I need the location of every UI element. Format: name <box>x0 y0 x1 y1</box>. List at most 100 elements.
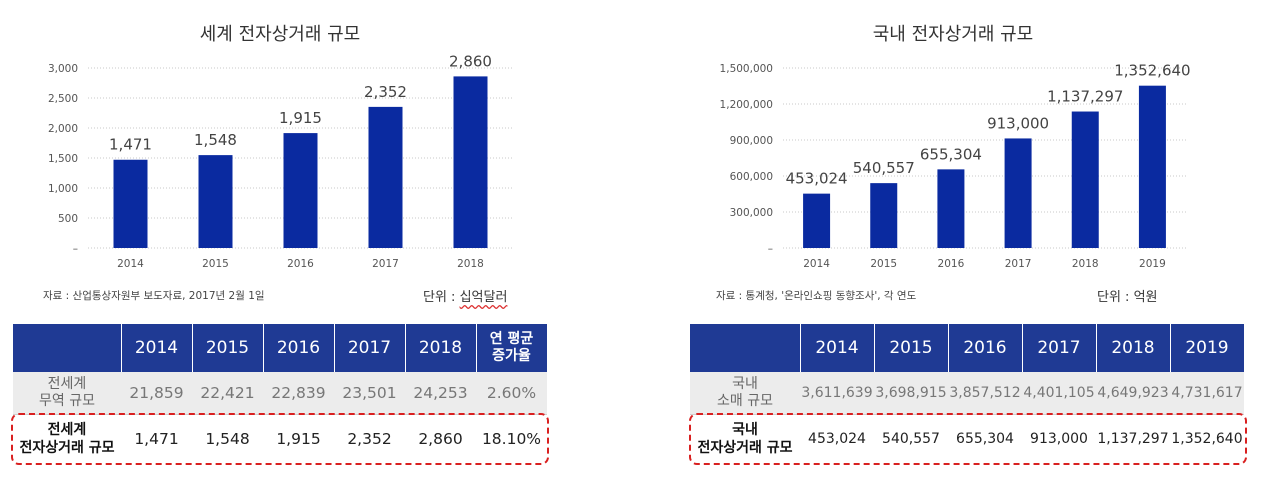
y-tick-label: 1,200,000 <box>720 99 773 111</box>
x-tick-label: 2014 <box>117 258 144 270</box>
table-cell: 3,698,915 <box>874 372 948 415</box>
table-cell: 2,352 <box>334 414 405 463</box>
domestic-ecommerce-chart: 국내 전자상거래 규모 – 300,000 600,000 900,000 1,200,0… <box>720 24 1191 270</box>
world-data-table: 2014 2015 2016 2017 2018 연 평균 증가율 전세계 무역… <box>13 324 548 463</box>
world-unit-label: 단위 : 십억달러 <box>423 286 507 305</box>
table-cell: 1,352,640 <box>1170 414 1244 463</box>
domestic-highlight-box <box>689 413 1247 465</box>
domestic-table-header-row: 2014 2015 2016 2017 2018 2019 <box>690 324 1245 372</box>
x-tick-label: 2018 <box>1072 258 1099 270</box>
world-table-header-row: 2014 2015 2016 2017 2018 연 평균 증가율 <box>13 324 548 372</box>
domestic-data-table: 2014 2015 2016 2017 2018 2019 국내 소매 규모 3… <box>690 324 1245 463</box>
data-label: 1,915 <box>279 109 322 127</box>
world-trade-row: 전세계 무역 규모 21,859 22,421 22,839 23,501 24… <box>13 372 547 415</box>
table-cell: 21,859 <box>121 372 192 415</box>
table-cell: 3,857,512 <box>948 372 1022 415</box>
table-cell: 913,000 <box>1022 414 1096 463</box>
table-cell: 1,548 <box>192 414 263 463</box>
world-header-blank <box>13 324 122 372</box>
world-ecommerce-row: 전세계 전자상거래 규모 1,471 1,548 1,915 2,352 2,8… <box>13 414 547 463</box>
domestic-unit-prefix: 단위 : <box>1097 290 1134 305</box>
table-cell: 540,557 <box>874 414 948 463</box>
bar <box>113 159 148 248</box>
table-cell: 22,421 <box>192 372 263 415</box>
x-tick-label: 2019 <box>1139 258 1166 270</box>
domestic-header-year: 2014 <box>799 324 875 372</box>
chart-title: 국내 전자상거래 규모 <box>873 24 1033 45</box>
world-ecommerce-label: 전세계 전자상거래 규모 <box>13 414 121 463</box>
table-cell: 1,471 <box>121 414 192 463</box>
bar <box>198 155 233 248</box>
data-label: 655,304 <box>920 145 982 163</box>
world-header-year: 2016 <box>262 324 335 372</box>
table-cell: 23,501 <box>334 372 405 415</box>
domestic-unit-value: 억원 <box>1133 290 1158 305</box>
domestic-header-blank <box>690 324 801 372</box>
y-tick-label: 300,000 <box>730 207 773 219</box>
domestic-unit-label: 단위 : 억원 <box>1097 286 1158 305</box>
y-tick-label: 2,500 <box>48 93 78 105</box>
data-label: 913,000 <box>987 114 1049 132</box>
world-trade-label-line1: 전세계 <box>47 376 87 392</box>
world-trade-label-line2: 무역 규모 <box>39 393 95 409</box>
data-label: 2,352 <box>364 83 407 101</box>
data-label: 1,471 <box>109 136 152 154</box>
domestic-ecommerce-label-line2: 전자상거래 규모 <box>697 440 793 456</box>
y-tick-label: 600,000 <box>730 171 773 183</box>
world-trade-label: 전세계 무역 규모 <box>13 372 121 415</box>
y-tick-label: 2,000 <box>48 123 78 135</box>
world-header-growth-line2: 증가율 <box>492 348 531 364</box>
world-header-year: 2014 <box>120 324 193 372</box>
domestic-retail-label-line2: 소매 규모 <box>717 393 773 409</box>
world-header-year: 2015 <box>191 324 264 372</box>
data-label: 1,352,640 <box>1114 62 1190 80</box>
data-label: 453,024 <box>786 170 848 188</box>
world-highlight-box <box>11 413 549 465</box>
bar <box>937 169 965 248</box>
bar <box>283 133 318 248</box>
x-tick-label: 2016 <box>287 258 314 270</box>
bar <box>803 193 831 248</box>
world-header-growth: 연 평균 증가율 <box>475 324 548 372</box>
y-tick-label: 900,000 <box>730 135 773 147</box>
domestic-retail-label-line1: 국내 <box>732 376 758 392</box>
data-label: 1,548 <box>194 131 237 149</box>
domestic-ecommerce-row: 국내 전자상거래 규모 453,024 540,557 655,304 913,… <box>690 414 1244 463</box>
bar <box>870 183 898 248</box>
world-header-year: 2018 <box>404 324 477 372</box>
domestic-header-year: 2015 <box>873 324 949 372</box>
domestic-retail-label: 국내 소매 규모 <box>690 372 800 415</box>
domestic-ecommerce-label: 국내 전자상거래 규모 <box>690 414 800 463</box>
table-cell: 18.10% <box>476 414 547 463</box>
table-cell: 453,024 <box>800 414 874 463</box>
y-tick-label: – <box>768 243 773 255</box>
domestic-header-year: 2017 <box>1021 324 1097 372</box>
domestic-source-note: 자료 : 통계청, '온라인쇼핑 동향조사', 각 연도 <box>716 290 917 302</box>
domestic-header-year: 2018 <box>1095 324 1171 372</box>
bar <box>1071 111 1099 249</box>
world-panel: 세계 전자상거래 규모 – 500 1,000 1,500 2,000 2,500 3,000… <box>0 0 560 484</box>
world-ecommerce-label-line1: 전세계 <box>47 422 87 438</box>
table-cell: 3,611,639 <box>800 372 874 415</box>
x-tick-label: 2016 <box>938 258 965 270</box>
y-tick-label: 1,000 <box>48 183 78 195</box>
y-tick-label: 1,500 <box>48 153 78 165</box>
table-cell: 4,401,105 <box>1022 372 1096 415</box>
domestic-retail-row: 국내 소매 규모 3,611,639 3,698,915 3,857,512 4… <box>690 372 1244 415</box>
domestic-ecommerce-label-line1: 국내 <box>732 422 758 438</box>
x-tick-label: 2014 <box>803 258 830 270</box>
world-unit-value: 십억달러 <box>459 290 508 305</box>
domestic-header-year: 2016 <box>947 324 1023 372</box>
table-cell: 1,137,297 <box>1096 414 1170 463</box>
x-tick-label: 2017 <box>372 258 399 270</box>
table-cell: 4,731,617 <box>1170 372 1244 415</box>
y-tick-label: 3,000 <box>48 63 78 75</box>
world-ecommerce-chart: 세계 전자상거래 규모 – 500 1,000 1,500 2,000 2,500 3,000… <box>48 24 513 270</box>
bar <box>1004 138 1032 248</box>
bar <box>1138 85 1166 248</box>
x-tick-label: 2015 <box>202 258 229 270</box>
table-cell: 1,915 <box>263 414 334 463</box>
world-unit-prefix: 단위 : <box>423 290 460 305</box>
y-tick-label: – <box>73 243 78 255</box>
data-label: 2,860 <box>449 52 492 70</box>
